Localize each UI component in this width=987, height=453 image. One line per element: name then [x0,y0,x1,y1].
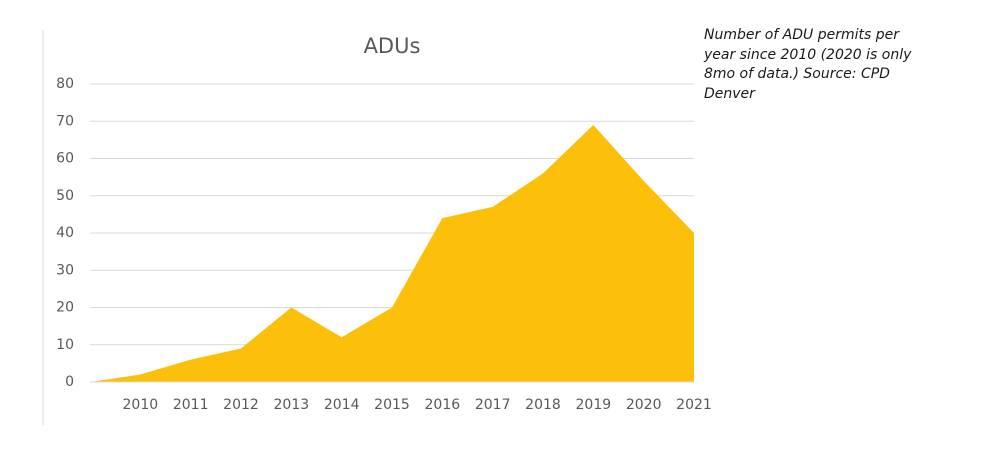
x-tick-label: 2013 [274,397,310,413]
x-tick-label: 2017 [475,397,511,413]
y-tick-label: 0 [65,374,74,390]
x-tick-label: 2014 [324,397,360,413]
x-tick-label: 2012 [223,397,259,413]
y-tick-label: 60 [56,151,74,167]
x-tick-label: 2021 [676,397,712,413]
y-tick-label: 70 [56,113,74,129]
chart-title: ADUs [364,34,421,58]
area [90,124,694,382]
x-tick-label: 2016 [425,397,461,413]
x-tick-label: 2020 [626,397,662,413]
x-tick-label: 2011 [173,397,209,413]
x-tick-label: 2015 [374,397,410,413]
x-tick-label: 2019 [576,397,612,413]
y-tick-label: 80 [56,76,74,92]
y-tick-label: 50 [56,188,74,204]
y-tick-label: 30 [56,262,74,278]
y-tick-label: 20 [56,300,74,316]
annotation: Number of ADU permits per year since 201… [704,27,912,102]
x-tick-label: 2010 [123,397,159,413]
x-tick-label: 2018 [525,397,561,413]
y-tick-label: 10 [56,337,74,353]
y-tick-label: 40 [56,225,74,241]
